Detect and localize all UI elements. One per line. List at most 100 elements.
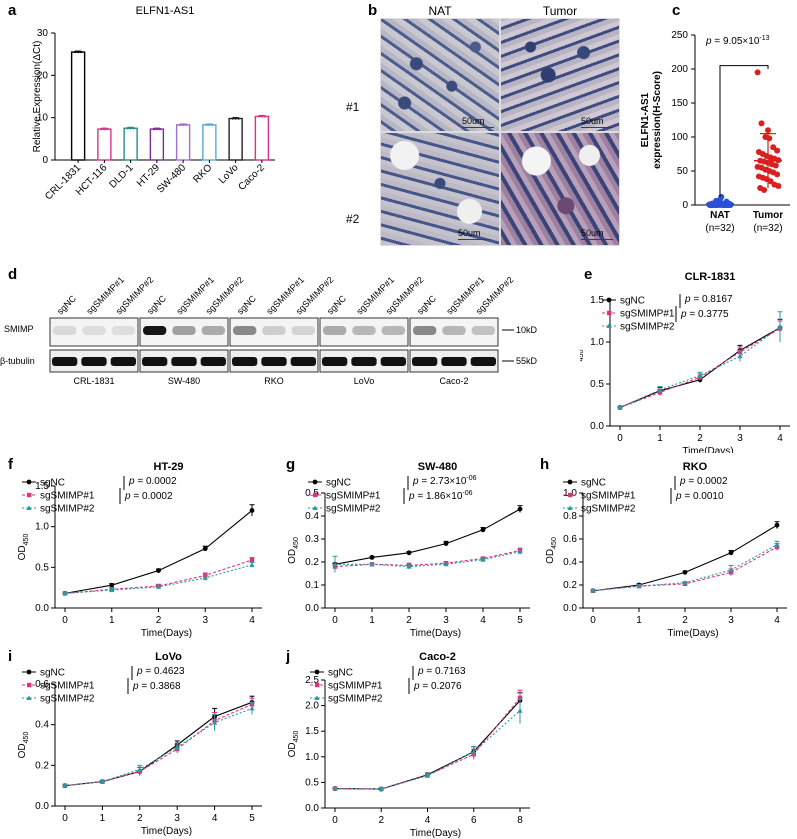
blot-band bbox=[171, 357, 197, 366]
y-tick-label: 0.4 bbox=[35, 720, 49, 731]
data-point bbox=[480, 527, 486, 533]
blot-band bbox=[142, 357, 168, 366]
y-axis-label: OD450 bbox=[545, 537, 558, 564]
x-tick-label: DLD-1 bbox=[108, 162, 137, 191]
data-point bbox=[754, 69, 761, 76]
legend-label: sgSMIMP#1 bbox=[620, 309, 675, 320]
scale-bar-label: 50um bbox=[581, 116, 604, 126]
legend-marker bbox=[27, 492, 32, 498]
scale-bar bbox=[458, 239, 490, 240]
legend-marker bbox=[314, 669, 320, 675]
y-tick-label: 2.5 bbox=[305, 675, 319, 686]
data-point bbox=[728, 550, 734, 556]
blot-band bbox=[53, 326, 77, 335]
x-tick-label: 0 bbox=[332, 615, 338, 626]
x-tick-label: 5 bbox=[249, 813, 255, 824]
y-tick-label: 0.5 bbox=[590, 379, 604, 390]
blot-lane-label: sgNC bbox=[55, 293, 78, 316]
legend-label: sgSMIMP#2 bbox=[40, 694, 95, 705]
x-axis-label: Time(Days) bbox=[410, 828, 461, 838]
y-tick-label: 2.0 bbox=[305, 701, 319, 712]
x-tick-label: 2 bbox=[137, 813, 143, 824]
y-tick-label: 0.0 bbox=[35, 801, 49, 812]
blot-band bbox=[172, 326, 196, 335]
data-point bbox=[62, 783, 68, 788]
blot-band bbox=[52, 357, 78, 366]
x-tick-label: LoVo bbox=[217, 162, 241, 186]
ihc-panel: NAT Tumor #1 #2 50um 50um 50um 50um bbox=[346, 0, 626, 250]
series-line bbox=[64, 701, 253, 787]
p-value: p = 0.7163 bbox=[417, 666, 466, 677]
blot-cell-line-label: Caco-2 bbox=[439, 376, 468, 386]
data-point bbox=[471, 749, 477, 754]
y-tick-label: 200 bbox=[671, 64, 688, 75]
blot-cell-line-label: CRL-1831 bbox=[73, 376, 114, 386]
x-tick-label: CRL-1831 bbox=[43, 162, 83, 202]
y-axis-label: Relative Expression(ΔCt) bbox=[32, 41, 43, 153]
blot-band bbox=[351, 357, 377, 366]
data-point bbox=[657, 387, 663, 392]
y-tick-label: 0.2 bbox=[305, 557, 319, 568]
legend-label: sgSMIMP#1 bbox=[40, 681, 95, 692]
x-tick-label: 8 bbox=[517, 815, 523, 826]
legend-marker bbox=[313, 492, 318, 498]
x-axis-label: Time(Days) bbox=[682, 446, 733, 453]
legend-label: sgSMIMP#2 bbox=[40, 504, 95, 515]
data-point bbox=[770, 144, 777, 151]
y-axis-label: OD450 bbox=[580, 350, 585, 377]
x-tick-label: 4 bbox=[480, 615, 486, 626]
data-point bbox=[208, 123, 211, 127]
x-tick-label: 2 bbox=[406, 615, 412, 626]
blot-band bbox=[110, 357, 136, 366]
blot-row-label: SMIMP bbox=[4, 324, 34, 334]
data-point bbox=[184, 123, 188, 127]
scale-bar-label: 50um bbox=[458, 228, 481, 238]
growth-curve-rko: RKO0.00.20.40.60.81.001234Time(Days)OD45… bbox=[545, 461, 787, 639]
blot-band bbox=[442, 326, 466, 335]
legend-label: sgSMIMP#2 bbox=[328, 694, 383, 705]
x-tick-label: Tumor bbox=[753, 210, 783, 221]
data-point bbox=[202, 575, 208, 580]
y-tick-label: 1.5 bbox=[35, 481, 49, 492]
blot-band bbox=[261, 357, 287, 366]
x-tick-label: 0 bbox=[62, 813, 68, 824]
y-tick-label: 0.1 bbox=[305, 580, 319, 591]
ihc-image-tumor-2 bbox=[500, 132, 620, 246]
y-axis-label: ELFN1-AS1 bbox=[640, 92, 651, 147]
data-point bbox=[697, 373, 703, 378]
data-point bbox=[443, 541, 449, 546]
blot-band bbox=[441, 357, 467, 366]
bar bbox=[202, 124, 217, 161]
blot-band bbox=[412, 357, 438, 366]
scale-bar bbox=[462, 127, 494, 128]
series-line bbox=[64, 707, 253, 787]
data-point bbox=[777, 324, 783, 329]
panel-letter-b: b bbox=[368, 2, 378, 19]
x-tick-label: 1 bbox=[100, 813, 106, 824]
blot-band bbox=[381, 326, 405, 335]
growth-curve-sw-480: SW-480 0.0 0.1 0.2 0.3 0.4 0.5 0 1 2 3 4 5 Time(Days)… bbox=[287, 461, 530, 639]
data-point bbox=[775, 182, 782, 189]
blot-band bbox=[201, 326, 225, 335]
p-value: p = 1.86×10-06 bbox=[408, 490, 473, 502]
legend-marker bbox=[26, 669, 32, 675]
series-line bbox=[335, 551, 521, 568]
scale-bar-label: 50um bbox=[581, 228, 604, 238]
y-axis-label: OD450 bbox=[17, 534, 30, 561]
data-point bbox=[728, 567, 734, 573]
data-point bbox=[106, 127, 109, 131]
data-point bbox=[73, 50, 77, 54]
chart-title: ELFN1-AS1 bbox=[136, 5, 195, 17]
y-axis-label: OD450 bbox=[287, 537, 300, 564]
marker-label: 10kD bbox=[516, 325, 538, 335]
x-tick-label: RKO bbox=[191, 162, 214, 185]
x-tick-label: 0 bbox=[332, 815, 338, 826]
blot-cell-line-label: SW-480 bbox=[168, 376, 200, 386]
data-point bbox=[137, 766, 143, 772]
y-tick-label: 0.0 bbox=[590, 421, 604, 432]
x-tick-label: Caco-2 bbox=[236, 162, 267, 193]
y-tick-label: 0.0 bbox=[35, 603, 49, 614]
y-tick-label: 0.0 bbox=[563, 603, 577, 614]
p-value: p = 2.73×10-06 bbox=[412, 475, 477, 487]
